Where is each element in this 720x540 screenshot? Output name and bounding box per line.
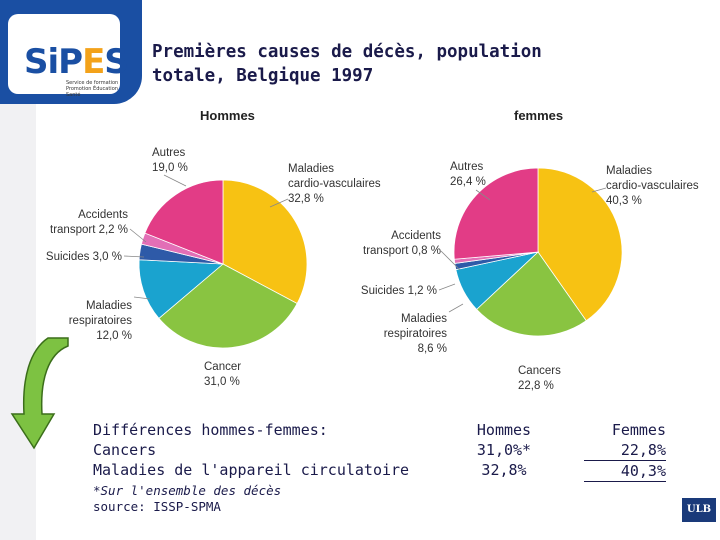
hommes-label-autres-line: 19,0 %	[152, 162, 188, 174]
hommes-label-suicides-line: Suicides 3,0 %	[46, 251, 122, 263]
femmes-leader-accidents-transport	[440, 250, 461, 271]
hommes-label-maladies-cardio-vasculaires-line: Maladies	[288, 163, 334, 175]
hommes-slice-maladies-cardio-vasculaires	[222, 179, 308, 305]
femmes-label-cancers: Cancers 22,8 %	[518, 365, 561, 392]
hommes-label-maladies-cardio-vasculaires-line: cardio-vasculaires	[288, 178, 381, 190]
femmes-label-maladies-cardio-vasculaires-line: cardio-vasculaires	[606, 180, 699, 192]
hommes-leader-accidents-transport	[129, 228, 147, 243]
hommes-label-accidents-transport: Accidents transport 2,2 %	[50, 209, 128, 236]
femmes-leader-autres	[475, 189, 491, 201]
hommes-slice-autres	[144, 179, 224, 265]
logo-band: SiPES Service de formation Promotion Édu…	[0, 0, 142, 104]
femmes-label-maladies-respiratoires-line: Maladies	[401, 313, 447, 325]
hommes-slice-cancer	[158, 263, 298, 349]
ulb-logo: ULB	[682, 498, 716, 522]
femmes-label-maladies-cardio-vasculaires: Maladies cardio-vasculaires 40,3 %	[606, 165, 699, 207]
femmes-label-autres: Autres 26,4 %	[450, 161, 486, 188]
hommes-label-maladies-respiratoires: Maladies respiratoires 12,0 %	[69, 300, 133, 342]
hommes-leader-suicides	[123, 255, 145, 258]
hommes-label-accidents-transport-line: transport 2,2 %	[50, 224, 128, 236]
hommes-label-suicides: Suicides 3,0 %	[46, 251, 122, 263]
femmes-label-accidents-transport: Accidents transport 0,8 %	[363, 230, 441, 257]
hommes-label-maladies-respiratoires-line: respiratoires	[69, 315, 133, 327]
footnote-note: *Sur l'ensemble des décès	[93, 483, 282, 498]
page-title: Premières causes de décès, population to…	[152, 42, 542, 86]
femmes-slice-cancers	[476, 251, 587, 337]
femmes-label-maladies-respiratoires: Maladies respiratoires 8,6 %	[384, 313, 448, 355]
femmes-label-cancers-line: Cancers	[518, 365, 561, 377]
logo-card: SiPES Service de formation Promotion Édu…	[8, 14, 129, 98]
hommes-slice-maladies-respiratoires	[138, 259, 225, 319]
hommes-value-cancers: 31,0%*	[476, 441, 532, 459]
femmes-label-accidents-transport-line: Accidents	[391, 230, 441, 242]
femmes-label-autres-line: Autres	[450, 161, 483, 173]
hommes-label-maladies-respiratoires-line: Maladies	[86, 300, 132, 312]
femmes-label-maladies-cardio-vasculaires-line: 40,3 %	[606, 195, 642, 207]
hommes-label-cancer-line: 31,0 %	[204, 376, 240, 388]
femmes-label-maladies-respiratoires-line: 8,6 %	[418, 343, 447, 355]
hommes-label-cancer: Cancer 31,0 %	[204, 361, 241, 388]
femmes-value-circulatory: 40,3%	[584, 461, 666, 482]
femmes-label-suicides: Suicides 1,2 %	[361, 285, 437, 297]
hommes-label-cancer-line: Cancer	[204, 361, 241, 373]
differences-heading: Différences hommes-femmes:	[93, 421, 328, 439]
hommes-label-maladies-respiratoires-line: 12,0 %	[96, 330, 132, 342]
row-label-cancers: Cancers	[93, 441, 157, 459]
femmes-label-suicides-line: Suicides 1,2 %	[361, 285, 437, 297]
hommes-label-autres-line: Autres	[152, 147, 185, 159]
femmes-column: Femmes 22,8% 40,3%	[584, 420, 666, 482]
footnote-source: source: ISSP-SPMA	[93, 499, 221, 514]
charts-svg: Hommes Maladies cardio-vasculaires 32,8 % Ca…	[46, 108, 699, 392]
hommes-leader-maladies-respiratoires	[133, 296, 151, 300]
hommes-label-autres: Autres 19,0 %	[152, 147, 188, 174]
femmes-label-maladies-respiratoires-line: respiratoires	[384, 328, 448, 340]
femmes-leader-maladies-respiratoires	[448, 303, 464, 313]
hommes-label-accidents-transport-line: Accidents	[78, 209, 128, 221]
row-label-circulatory: Maladies de l'appareil circulatoire	[93, 461, 410, 479]
hommes-label-maladies-cardio-vasculaires-line: 32,8 %	[288, 193, 324, 205]
hommes-header: Hommes	[476, 421, 532, 439]
hommes-chart-title: Hommes	[200, 108, 255, 123]
femmes-value-cancers: 22,8%	[584, 440, 666, 461]
hommes-leader-autres	[163, 174, 187, 187]
pie-charts: Hommes Maladies cardio-vasculaires 32,8 % Ca…	[40, 104, 716, 404]
femmes-label-cancers-line: 22,8 %	[518, 380, 554, 392]
femmes-slice-maladies-cardio-vasculaires	[537, 167, 623, 322]
hommes-label-maladies-cardio-vasculaires: Maladies cardio-vasculaires 32,8 %	[288, 163, 381, 205]
femmes-label-maladies-cardio-vasculaires-line: Maladies	[606, 165, 652, 177]
femmes-header: Femmes	[611, 421, 666, 439]
femmes-label-accidents-transport-line: transport 0,8 %	[363, 245, 441, 257]
femmes-leader-maladies-cardio-vasculaires	[591, 187, 607, 193]
hommes-value-circulatory: 32,8%	[481, 461, 527, 479]
femmes-chart-title: femmes	[514, 108, 563, 123]
hommes-column: Hommes 31,0%* 32,8%	[448, 420, 560, 480]
curved-arrow-icon	[10, 337, 69, 450]
differences-labels: Différences hommes-femmes: Cancers Malad…	[93, 420, 413, 480]
footnote: *Sur l'ensemble des décès source: ISSP-S…	[93, 483, 281, 515]
hommes-leader-maladies-cardio-vasculaires	[269, 198, 289, 208]
femmes-leader-suicides	[438, 283, 456, 291]
logo-subtitle: Service de formation Promotion Éducation…	[66, 80, 119, 98]
femmes-label-autres-line: 26,4 %	[450, 176, 486, 188]
sipes-logo: SiPES	[24, 42, 129, 82]
femmes-slice-autres	[453, 167, 539, 260]
